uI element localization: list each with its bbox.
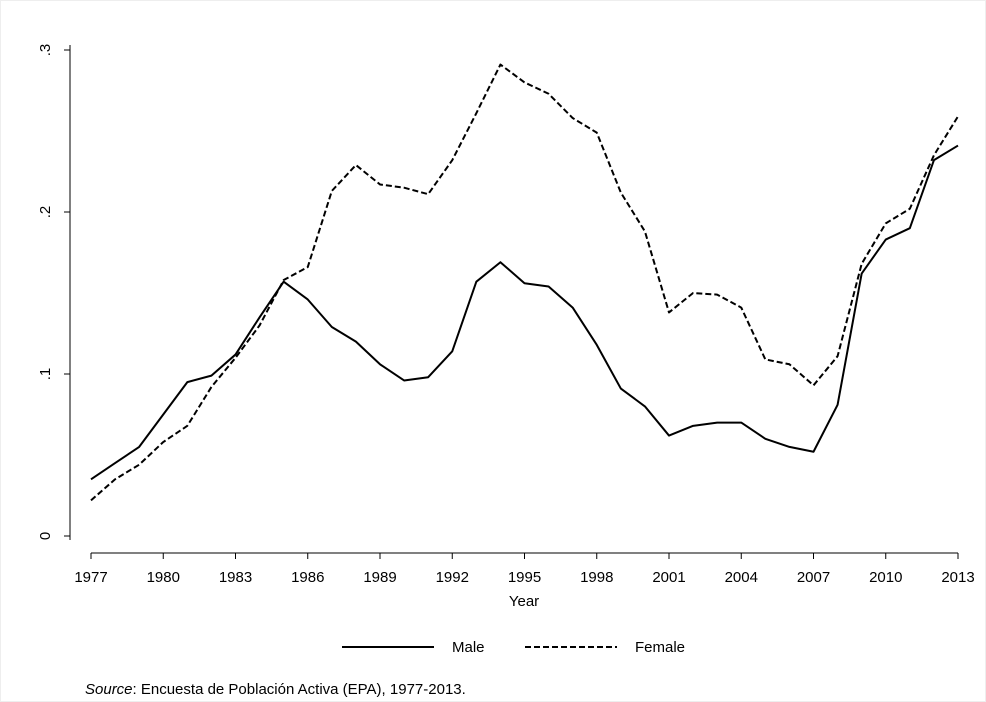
x-tick-label: 1983 (219, 569, 252, 586)
legend-label: Female (635, 639, 685, 656)
y-tick-label: .2 (37, 206, 54, 219)
y-tick-label: .3 (37, 44, 54, 57)
x-tick-label: 1980 (147, 569, 180, 586)
x-tick-label: 2001 (652, 569, 685, 586)
source-label: Source (85, 681, 133, 698)
source-note: Source: Encuesta de Población Activa (EP… (85, 681, 466, 698)
x-tick-label: 1998 (580, 569, 613, 586)
x-tick-label: 1977 (74, 569, 107, 586)
line-series (90, 144, 959, 481)
x-tick-label: 2010 (869, 569, 902, 586)
y-tick-label: .1 (37, 368, 54, 381)
legend-label: Male (452, 639, 485, 656)
x-axis-title: Year (509, 593, 539, 610)
x-tick-label: 1986 (291, 569, 324, 586)
x-tick-label: 1992 (436, 569, 469, 586)
line-series (90, 63, 959, 502)
x-tick-label: 2004 (725, 569, 758, 586)
source-text: : Encuesta de Población Activa (EPA), 19… (133, 681, 466, 698)
x-tick-label: 1995 (508, 569, 541, 586)
x-tick-label: 2013 (941, 569, 974, 586)
x-tick-label: 2007 (797, 569, 830, 586)
y-tick-label: 0 (37, 532, 54, 540)
x-tick-label: 1989 (363, 569, 396, 586)
